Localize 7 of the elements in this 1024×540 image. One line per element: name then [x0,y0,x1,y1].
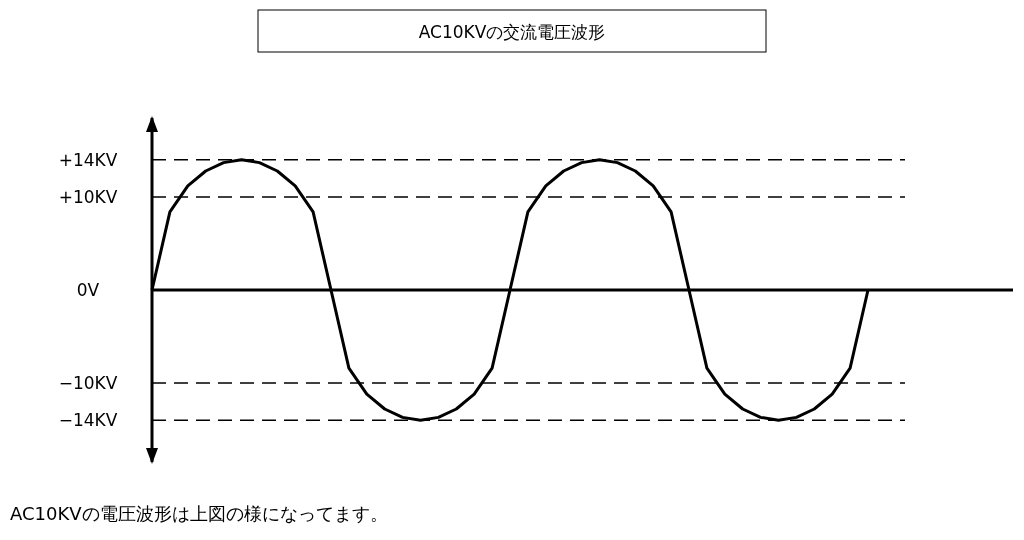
chart-title: AC10KVの交流電圧波形 [418,22,606,42]
y-tick-label: −10KV [58,372,118,393]
y-tick-label: −14KV [58,410,118,431]
text: AC10KVの電圧波形は上図の様になってます。 [10,503,388,524]
y-tick-label: 0V [76,280,100,300]
y-tick-label: +10KV [58,187,118,208]
y-tick-label: +14KV [58,149,118,170]
